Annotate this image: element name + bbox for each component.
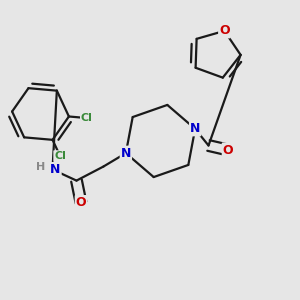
Text: H: H xyxy=(37,161,46,172)
Text: N: N xyxy=(190,122,200,135)
Text: N: N xyxy=(50,163,61,176)
Text: Cl: Cl xyxy=(81,113,93,123)
Text: O: O xyxy=(76,196,86,209)
Text: O: O xyxy=(223,143,233,157)
Text: N: N xyxy=(121,147,131,160)
Text: O: O xyxy=(219,24,230,38)
Text: Cl: Cl xyxy=(54,151,66,161)
